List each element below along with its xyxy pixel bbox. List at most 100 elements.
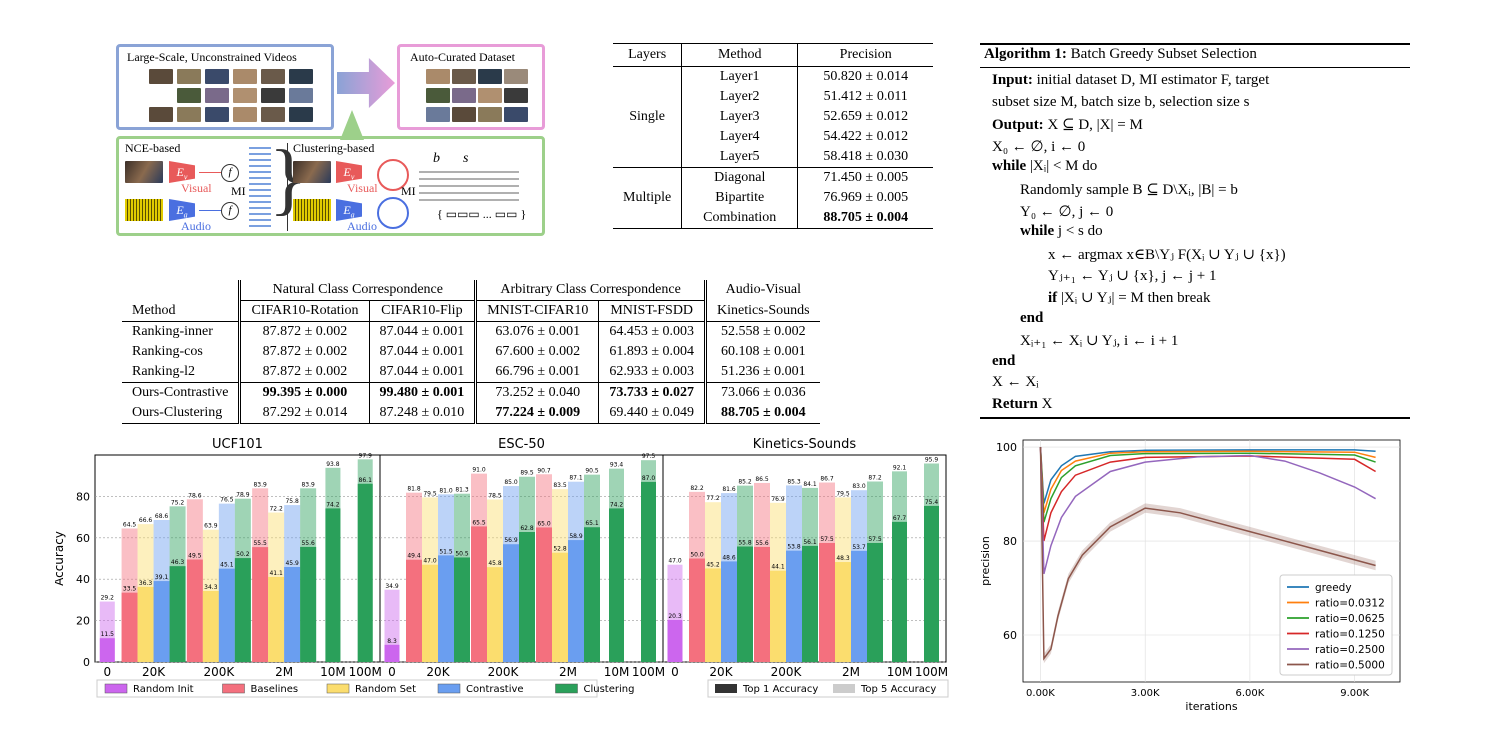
curation-arrow (337, 58, 395, 108)
value-cell: 87.872 ± 0.002 (238, 362, 370, 383)
x-tick-label: 2M (275, 665, 293, 679)
clustering-visual-label: Visual (347, 181, 378, 195)
y-tick-label: 80 (76, 490, 90, 503)
value-cell: 87.248 ± 0.010 (368, 403, 476, 424)
legend-label: Top 1 Accuracy (742, 684, 818, 695)
bar-top1 (252, 547, 269, 662)
table-row: Ours-Clustering 87.292 ± 0.014 87.248 ± 0.… (122, 403, 820, 424)
value-cell: 51.236 ± 0.001 (704, 362, 820, 383)
col-header: Kinetics-Sounds (704, 300, 820, 322)
bar-top1 (924, 505, 939, 662)
bar-label-top5: 47.0 (668, 558, 682, 565)
selection-s-label: s (463, 151, 469, 166)
alg-top-rule (980, 43, 1410, 45)
bar-label-top1: 45.8 (488, 560, 502, 567)
clustering-label: Clustering-based (293, 141, 375, 155)
bar-top5 (384, 589, 400, 662)
bar-label-top5: 82.2 (690, 485, 704, 492)
bar-top1 (300, 546, 317, 662)
legend-label: Random Set (355, 684, 416, 695)
layer-precision-table: Layers Method Precision Single Layer1 50.8… (613, 43, 934, 229)
x-tick-label: 6.00K (1235, 688, 1264, 699)
table-row: Bipartite 76.969 ± 0.005 (613, 188, 934, 208)
accuracy-bar-chart: Accuracy 29.2 11.5 0 64.5 33.5 66.6 36.3 68.6 39.… (55, 437, 949, 698)
value-cell: 52.558 ± 0.002 (704, 321, 820, 342)
bar-label-top1: 74.2 (326, 501, 340, 508)
x-tick-label: 200K (488, 665, 520, 679)
video-thumbnail (233, 107, 257, 122)
bar-label-top1: 45.2 (706, 561, 720, 568)
bar-label-top1: 87.0 (642, 475, 656, 482)
col-layers: Layers (628, 47, 667, 62)
bar-top1 (384, 644, 400, 662)
y-axis-label: Accuracy (55, 531, 66, 586)
value-cell: 99.395 ± 0.000 (238, 382, 370, 403)
method-cell: Layer4 (681, 127, 798, 147)
alg-line: end (1020, 309, 1044, 326)
table-row: Single Layer1 50.820 ± 0.014 (613, 66, 934, 124)
value-cell: 77.224 ± 0.009 (474, 403, 599, 424)
bar-top1 (584, 527, 600, 662)
x-tick-label: 3.00K (1131, 688, 1160, 699)
bar-label-top5: 83.9 (253, 481, 267, 488)
legend-swatch (104, 683, 128, 694)
clustering-video-clip (293, 161, 331, 183)
bar-label-top5: 90.7 (537, 467, 551, 474)
alg-line: Y₀ ← ∅, j ← 0 (1020, 203, 1114, 220)
group-natural: Natural Class Correspondence (238, 280, 476, 301)
bar-label-top1: 75.4 (925, 499, 939, 506)
bar-label-top5: 90.5 (585, 468, 599, 475)
audio-encoder: Ea (169, 199, 195, 221)
alg-line: Return X (992, 396, 1053, 412)
precision-cell: 76.969 ± 0.005 (797, 188, 934, 208)
table-row: Layer2 51.412 ± 0.011 (613, 87, 934, 107)
bar-label-top1: 65.1 (585, 520, 599, 527)
method-cell: Ranking-cos (132, 344, 203, 359)
legend-frame (707, 679, 949, 698)
bar-label-top1: 50.5 (455, 550, 469, 557)
bar-top1 (153, 581, 170, 662)
bar-top1 (641, 481, 656, 662)
visual-projection-f: f (221, 164, 239, 182)
clustering-visual-encoder: Ev (336, 161, 362, 183)
bar-label-top5: 81.6 (722, 486, 736, 493)
value-cell: 67.600 ± 0.002 (474, 342, 599, 362)
bar-label-top5: 85.2 (738, 479, 752, 486)
nce-video-clip (125, 161, 163, 183)
video-thumbnail (233, 69, 257, 84)
bar-label-top5: 93.8 (326, 461, 340, 468)
bar-label-top5: 95.9 (925, 456, 939, 463)
bar-label-top5: 63.9 (204, 523, 218, 530)
table-row: Ranking-l2 87.872 ± 0.002 87.044 ± 0.001 66… (122, 362, 820, 383)
bar-label-top1: 46.3 (171, 559, 185, 566)
bar-label-top1: 49.4 (407, 553, 421, 560)
legend-label: ratio=0.0312 (1315, 598, 1385, 610)
bar-label-top1: 45.9 (285, 560, 299, 567)
bar-top1 (268, 576, 285, 662)
alg-line: while |Xᵢ| < M do (992, 158, 1098, 175)
curated-thumbnail (478, 88, 502, 103)
bar-label-top5: 77.2 (706, 495, 720, 502)
audio-cluster-circle (377, 197, 409, 229)
legend-label: ratio=0.5000 (1315, 660, 1385, 672)
x-tick-label: 0 (671, 665, 679, 679)
x-tick-label: 100M (349, 665, 382, 679)
value-cell: 87.872 ± 0.002 (238, 342, 370, 362)
value-cell: 87.044 ± 0.001 (368, 321, 476, 342)
legend-swatch (833, 684, 855, 693)
method-cell: Ours-Contrastive (132, 385, 229, 400)
bar-label-top1: 53.8 (787, 544, 801, 551)
alg-line: Randomly sample B ⊆ D\Xᵢ, |B| = b (1020, 182, 1238, 198)
bar-label-top5: 87.1 (569, 475, 583, 482)
legend-swatch (715, 684, 737, 693)
alg-title: Algorithm 1: Batch Greedy Subset Selecti… (984, 46, 1257, 62)
x-axis-label: iterations (1185, 700, 1237, 713)
bar-label-top1: 47.0 (423, 558, 437, 565)
value-cell: 87.292 ± 0.014 (238, 403, 370, 424)
value-cell: 99.480 ± 0.001 (368, 382, 476, 403)
value-cell: 73.066 ± 0.036 (704, 382, 820, 403)
video-thumbnail (261, 88, 285, 103)
bar-label-top1: 49.5 (188, 553, 202, 560)
value-cell: 87.872 ± 0.002 (238, 321, 370, 342)
value-cell: 62.933 ± 0.003 (598, 362, 706, 383)
